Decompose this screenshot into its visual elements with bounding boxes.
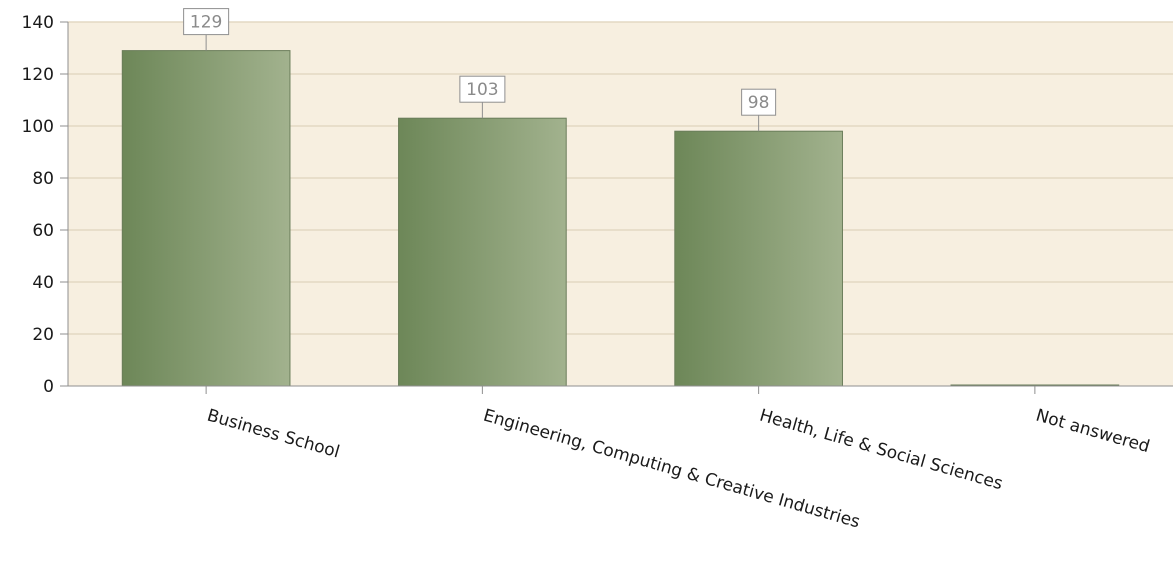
y-tick-label: 20 (32, 325, 54, 345)
data-label: 98 (748, 93, 770, 113)
data-label: 103 (466, 80, 498, 100)
y-axis: 0 20 40 60 80 100 120 140 (22, 13, 69, 397)
y-tick-label: 120 (22, 65, 54, 85)
x-axis: Business School Engineering, Computing & … (68, 385, 1173, 533)
bar[interactable] (121, 50, 291, 387)
bar[interactable] (398, 117, 567, 387)
y-tick-label: 80 (32, 169, 54, 189)
x-category-label: Not answered (1033, 406, 1151, 458)
data-label-box (183, 8, 230, 36)
y-tick-label: 0 (43, 377, 54, 397)
y-tick-label: 60 (32, 221, 54, 241)
data-label-box (459, 75, 506, 103)
x-category-label: Business School (205, 406, 342, 463)
y-tick-label: 100 (22, 117, 54, 137)
y-tick-label: 140 (22, 13, 54, 33)
bar[interactable] (674, 130, 843, 387)
data-label: 129 (190, 13, 222, 33)
data-label-box (741, 88, 777, 116)
y-tick-label: 40 (32, 273, 54, 293)
data-labels: 129 103 98 (183, 8, 777, 132)
x-category-label: Health, Life & Social Sciences (757, 406, 1005, 495)
